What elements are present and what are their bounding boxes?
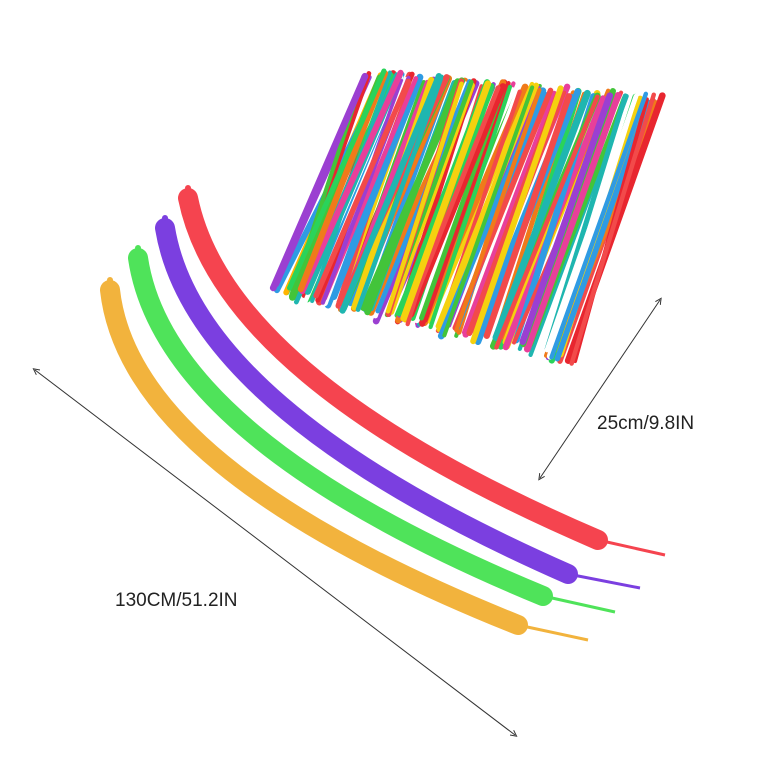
bundle-balloon xyxy=(385,81,464,314)
bundle-balloon xyxy=(339,72,442,314)
green-balloon-knot xyxy=(135,245,141,251)
bundle-balloon xyxy=(423,81,511,323)
yellow-balloon-tail xyxy=(517,623,589,642)
balloon-bundle xyxy=(269,68,666,366)
bundle-balloon xyxy=(519,92,614,345)
length-dimension-line xyxy=(35,370,515,735)
bundle-balloon xyxy=(492,89,591,342)
bundle-balloon xyxy=(454,87,542,333)
bundle-balloon xyxy=(297,70,389,293)
red-balloon-tail xyxy=(597,538,666,557)
bundle-balloon xyxy=(355,76,444,312)
purple-balloon-tail xyxy=(567,572,641,590)
balloon-length-label: 130CM/51.2IN xyxy=(115,590,238,611)
bundle-balloon xyxy=(360,77,466,312)
red-balloon-knot xyxy=(185,185,191,191)
bundle-size-label: 25cm/9.8IN xyxy=(597,413,695,434)
bundle-balloon xyxy=(483,93,572,339)
bundle-balloon xyxy=(404,85,501,320)
bundle-balloon xyxy=(407,83,507,318)
bundle-balloon xyxy=(299,69,404,295)
yellow-balloon-knot xyxy=(107,277,113,283)
green-balloon-tail xyxy=(542,594,616,614)
bundle-balloon xyxy=(494,94,600,350)
bundle-balloon xyxy=(470,85,564,345)
bundle-balloon xyxy=(442,85,535,338)
bundle-balloon xyxy=(330,73,424,301)
bundle-balloon xyxy=(286,68,387,291)
bundle-balloon xyxy=(400,80,492,322)
bundle-balloon xyxy=(428,84,512,330)
bundle-balloon xyxy=(313,78,411,299)
bundle-balloon xyxy=(461,90,557,335)
bundle-balloon xyxy=(269,72,369,292)
bundle-dimension-line xyxy=(540,300,660,478)
purple-balloon-knot xyxy=(162,215,168,221)
